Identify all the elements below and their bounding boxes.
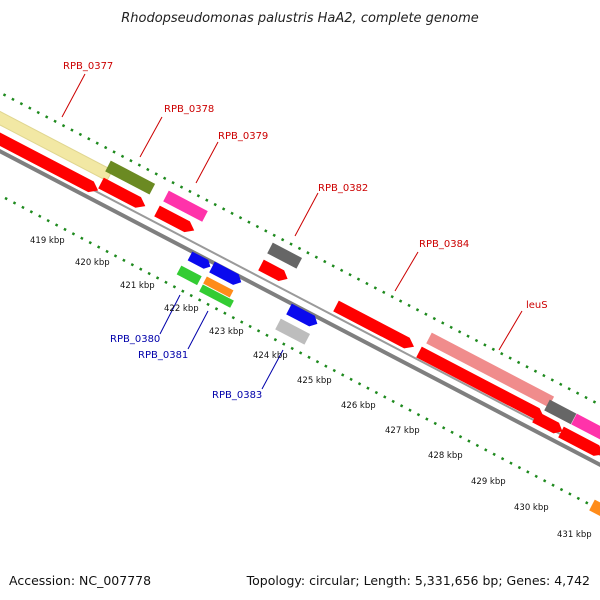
gene-label-rpb0382: RPB_0382 (318, 183, 368, 194)
gene-label-rpb0379: RPB_0379 (218, 131, 268, 142)
cds-arrow-next-a (532, 411, 563, 434)
gene-block-rpb0380 (176, 265, 202, 286)
gene-label-rpb0384: RPB_0384 (419, 239, 469, 250)
gene-block-rpb0383 (275, 318, 311, 345)
gene-label-rpb0377: RPB_0377 (63, 61, 113, 72)
gene-block-next-gray (544, 399, 577, 425)
cds-arrow-rpb0380-blue (187, 251, 211, 269)
gene-block-rpb0382 (267, 242, 303, 269)
scale-label: 425 kbp (297, 376, 332, 386)
gene-label-rpb0383: RPB_0383 (212, 390, 262, 401)
scale-label: 429 kbp (471, 477, 506, 487)
map-title: Rhodopseudomonas palustris HaA2, complet… (121, 11, 479, 26)
cds-arrow-rpb0383-blue (286, 303, 318, 327)
gene-block-rpb0378 (105, 160, 156, 195)
gene-label-rpb0380: RPB_0380 (110, 334, 160, 345)
scale-label: 426 kbp (341, 401, 376, 411)
scale-label: 427 kbp (385, 426, 420, 436)
scale-label: 420 kbp (75, 258, 110, 268)
cds-arrow-next-b (558, 426, 600, 456)
tick-row-inner (4, 196, 600, 512)
scale-label: 423 kbp (209, 327, 244, 337)
gene-label-rpb0381: RPB_0381 (138, 350, 188, 361)
gene-block-rpb0381-orange (203, 276, 234, 298)
cds-arrow-rpb0382 (258, 259, 288, 281)
gene-block-leus (426, 332, 555, 408)
tick-row-outer (0, 91, 600, 407)
cds-arrow-rpb0378 (98, 177, 146, 208)
accession-text: Accession: NC_007778 (9, 573, 151, 588)
forward-leader-lines (61, 73, 523, 351)
cds-arrow-rpb0379 (154, 205, 195, 233)
gene-block-rpb0377 (0, 107, 114, 182)
cds-arrow-rpb0377 (0, 128, 99, 193)
scale-label: 431 kbp (557, 530, 592, 540)
reverse-leader-lines (159, 294, 284, 390)
scale-label: 430 kbp (514, 503, 549, 513)
scale-label: 419 kbp (30, 236, 65, 246)
cds-arrow-rpb0381-blue (209, 261, 242, 285)
map-area: RPB_0377 RPB_0378 RPB_0379 RPB_0382 RPB_… (0, 61, 600, 540)
scale-label: 424 kbp (253, 351, 288, 361)
gene-label-leus: leuS (526, 300, 548, 311)
gene-block-rpb0379 (163, 190, 208, 222)
cds-arrow-leus (416, 346, 544, 419)
gene-label-rpb0378: RPB_0378 (164, 104, 214, 115)
scale-label: 422 kbp (164, 304, 199, 314)
gene-block-rpb0381 (199, 284, 234, 308)
scale-label: 421 kbp (120, 281, 155, 291)
scale-label: 428 kbp (428, 451, 463, 461)
cds-arrow-rpb0384 (333, 300, 414, 349)
gene-block-next-orange (589, 499, 600, 520)
genome-summary-text: Topology: circular; Length: 5,331,656 bp… (246, 573, 590, 588)
gene-block-next-magenta (571, 413, 600, 443)
